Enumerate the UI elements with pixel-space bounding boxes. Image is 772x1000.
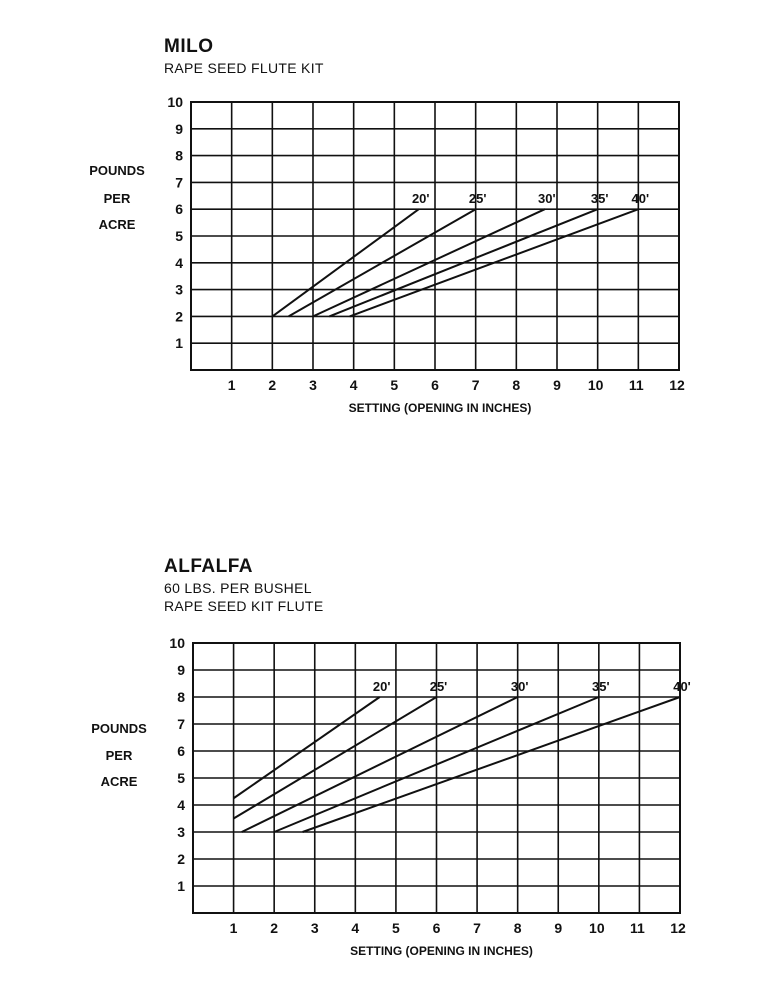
- y-tick-label: 2: [175, 308, 183, 324]
- milo-chart: MILO RAPE SEED FLUTE KIT POUNDS PER ACRE…: [89, 36, 685, 415]
- series-label: 20': [412, 191, 430, 206]
- x-axis-ticks: 1 2 3 4 5 6 7 8 9 10 11 12: [230, 920, 686, 936]
- series-line: [233, 696, 381, 800]
- y-tick-label: 6: [175, 201, 183, 217]
- x-tick-label: 10: [589, 920, 605, 936]
- series: 20' 25' 30' 35' 40': [271, 191, 650, 318]
- x-tick-label: 1: [228, 377, 236, 393]
- series-line: [302, 696, 681, 833]
- x-tick-label: 9: [553, 377, 561, 393]
- x-tick-label: 4: [351, 920, 359, 936]
- series-line: [288, 208, 477, 318]
- x-tick-label: 11: [630, 920, 645, 936]
- y-axis-label-line2: PER: [105, 748, 133, 763]
- x-tick-label: 8: [514, 920, 522, 936]
- x-tick-label: 10: [588, 377, 604, 393]
- series-label: 25': [430, 679, 448, 694]
- series-label: 30': [538, 191, 556, 206]
- x-tick-label: 11: [629, 377, 644, 393]
- x-tick-label: 1: [230, 920, 238, 936]
- y-tick-label: 3: [177, 824, 185, 840]
- x-tick-label: 12: [670, 920, 686, 936]
- series: 20' 25' 30' 35' 40': [233, 679, 691, 833]
- y-tick-label: 2: [177, 851, 185, 867]
- y-tick-label: 3: [175, 282, 183, 298]
- series-line: [349, 208, 639, 318]
- series-line: [328, 208, 599, 318]
- x-axis-label: SETTING (OPENING IN INCHES): [349, 401, 532, 415]
- series-label: 40': [632, 191, 650, 206]
- x-tick-label: 3: [311, 920, 319, 936]
- x-axis-label: SETTING (OPENING IN INCHES): [350, 944, 533, 958]
- x-tick-label: 7: [473, 920, 481, 936]
- x-tick-label: 5: [390, 377, 398, 393]
- y-tick-label: 7: [177, 716, 185, 732]
- x-tick-label: 2: [268, 377, 276, 393]
- y-axis-label-line3: ACRE: [98, 217, 136, 232]
- y-tick-label: 1: [177, 878, 185, 894]
- x-tick-label: 12: [669, 377, 685, 393]
- series-label: 30': [511, 679, 529, 694]
- chart-subtitle: RAPE SEED FLUTE KIT: [164, 60, 324, 76]
- y-axis-label-line3: ACRE: [100, 774, 138, 789]
- series-line: [273, 696, 600, 833]
- y-axis-label-line1: POUNDS: [91, 721, 147, 736]
- x-tick-label: 6: [431, 377, 439, 393]
- grid: [190, 101, 680, 371]
- x-tick-label: 4: [350, 377, 358, 393]
- y-axis-label-line1: POUNDS: [89, 163, 145, 178]
- y-axis-ticks: 1 2 3 4 5 6 7 8 9 10: [167, 94, 183, 351]
- y-tick-label: 10: [169, 635, 185, 651]
- x-tick-label: 5: [392, 920, 400, 936]
- series-line: [241, 696, 519, 833]
- series-line: [271, 208, 420, 318]
- y-axis-ticks: 1 2 3 4 5 6 7 8 9 10: [169, 635, 185, 894]
- y-tick-label: 5: [177, 770, 185, 786]
- y-tick-label: 8: [177, 689, 185, 705]
- y-tick-label: 7: [175, 174, 183, 190]
- y-axis-label-line2: PER: [103, 191, 131, 206]
- x-axis-ticks: 1 2 3 4 5 6 7 8 9 10 11 12: [228, 377, 685, 393]
- y-tick-label: 1: [175, 335, 183, 351]
- series-line: [233, 696, 438, 820]
- y-tick-label: 10: [167, 94, 183, 110]
- x-tick-label: 9: [554, 920, 562, 936]
- x-tick-label: 7: [472, 377, 480, 393]
- series-label: 20': [373, 679, 391, 694]
- y-tick-label: 6: [177, 743, 185, 759]
- y-tick-label: 9: [177, 662, 185, 678]
- chart-subtitle-line1: 60 LBS. PER BUSHEL: [164, 580, 312, 596]
- y-tick-label: 5: [175, 228, 183, 244]
- x-tick-label: 2: [270, 920, 278, 936]
- y-tick-label: 8: [175, 148, 183, 164]
- series-label: 40': [673, 679, 691, 694]
- chart-subtitle-line2: RAPE SEED KIT FLUTE: [164, 598, 324, 614]
- y-tick-label: 4: [177, 797, 185, 813]
- x-tick-label: 6: [433, 920, 441, 936]
- series-label: 35': [591, 191, 609, 206]
- x-tick-label: 8: [512, 377, 520, 393]
- chart-title: ALFALFA: [164, 556, 253, 577]
- y-tick-label: 9: [175, 121, 183, 137]
- series-label: 25': [469, 191, 487, 206]
- chart-title: MILO: [164, 36, 214, 57]
- y-tick-label: 4: [175, 255, 183, 271]
- series-line: [312, 208, 546, 318]
- x-tick-label: 3: [309, 377, 317, 393]
- series-label: 35': [592, 679, 610, 694]
